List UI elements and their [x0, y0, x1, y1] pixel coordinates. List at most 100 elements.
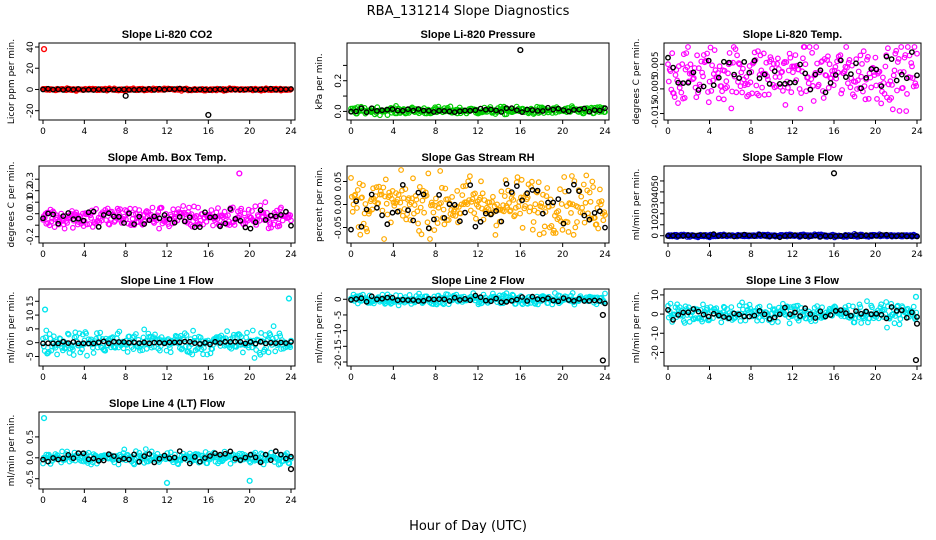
data-point-hourly [888, 233, 895, 240]
data-point-hourly [519, 197, 525, 204]
data-point [500, 202, 507, 209]
data-point [438, 200, 444, 206]
data-point-hourly [45, 210, 51, 217]
data-point-hourly [405, 207, 411, 214]
data-point [539, 204, 545, 210]
outlier-point [517, 46, 524, 54]
data-point-hourly [472, 223, 479, 230]
data-point [260, 210, 267, 217]
data-point-hourly [736, 75, 742, 82]
data-point [895, 56, 902, 62]
data-point-hourly [741, 313, 748, 320]
data-point [600, 217, 607, 224]
data-point [891, 320, 898, 327]
panel-title: Slope Line 4 (LT) Flow [109, 398, 225, 410]
data-point [196, 221, 203, 228]
data-point [669, 50, 676, 57]
x-tick-label: 20 [870, 373, 882, 383]
data-point-hourly [75, 340, 82, 347]
x-tick-label: 20 [557, 250, 569, 260]
data-point [838, 90, 845, 97]
data-hourly [348, 104, 608, 116]
data-point-hourly [695, 87, 702, 93]
data-point-hourly [368, 105, 375, 112]
data-hourly [40, 338, 294, 348]
data-point [65, 331, 72, 338]
data-point-hourly [441, 214, 448, 221]
data-point [158, 334, 165, 341]
data-point-hourly [348, 226, 354, 233]
data-point [899, 84, 906, 91]
data-point [694, 52, 700, 59]
data-point [167, 349, 174, 356]
data-point-hourly [462, 107, 468, 114]
data-point-hourly [207, 214, 213, 221]
data-point-hourly [217, 223, 224, 230]
data-point-hourly [70, 339, 77, 345]
data-point [595, 225, 602, 232]
data-point-hourly [257, 207, 264, 214]
data-point-hourly [410, 217, 417, 224]
data-point-hourly [288, 338, 294, 345]
data-point-hourly [207, 87, 213, 93]
data-point [815, 81, 822, 88]
data-point-hourly [503, 180, 510, 187]
data-point [909, 75, 916, 81]
panel-title: Slope Line 3 Flow [746, 275, 839, 287]
data-point [912, 80, 919, 87]
panel-title: Slope Line 2 Flow [432, 275, 525, 287]
y-axis-label: ml/min per min. [632, 169, 642, 241]
data-point [791, 63, 798, 70]
data-point [239, 349, 246, 356]
data-point [501, 193, 508, 200]
data-point [394, 199, 400, 205]
data-point [797, 105, 804, 112]
data-point [512, 212, 518, 219]
data-point [478, 178, 484, 185]
data-point [813, 44, 820, 50]
x-tick-label: 16 [203, 250, 215, 260]
data-point-hourly [373, 204, 380, 211]
data-point [829, 68, 835, 74]
data-point-hourly [430, 109, 437, 115]
data-point [203, 218, 210, 225]
data-point-hourly [277, 211, 284, 218]
data-point [719, 88, 725, 95]
y-tick-label: 0 [26, 86, 36, 92]
data-point-hourly [731, 71, 737, 78]
data-point [435, 204, 442, 211]
data-point [364, 228, 371, 235]
data-point-hourly [60, 338, 67, 345]
outlier-point [122, 92, 129, 99]
x-tick-label: 4 [707, 250, 713, 260]
data-point-hourly [898, 71, 905, 78]
data-point [449, 193, 456, 200]
data-point-hourly [272, 213, 279, 220]
data-point [441, 221, 448, 228]
data-point-hourly [873, 232, 880, 239]
data-point-hourly [451, 109, 458, 116]
data-point-hourly [812, 232, 819, 239]
data-point-hourly [670, 232, 676, 239]
data-point-hourly [488, 211, 494, 218]
data-point [742, 80, 749, 87]
data-point [743, 74, 750, 80]
data-point-hourly [217, 86, 224, 93]
data-point [249, 344, 255, 351]
x-tick-label: 8 [123, 127, 129, 137]
data-point [785, 84, 791, 91]
data-point-hourly [70, 216, 77, 223]
data-point [410, 175, 416, 182]
y-axis-label: degrees C per min. [7, 162, 17, 248]
data-point [802, 61, 809, 68]
x-tick-label: 12 [472, 250, 483, 260]
data-point [707, 44, 714, 51]
data-point-hourly [493, 107, 499, 114]
data-point [402, 186, 409, 193]
data-point-hourly [560, 107, 567, 114]
data-point-hourly [176, 213, 183, 220]
data-point [543, 193, 550, 200]
data-point-hourly [827, 80, 834, 86]
y-tick-label: 0.00 [334, 194, 344, 214]
data-point-hourly [65, 340, 72, 346]
